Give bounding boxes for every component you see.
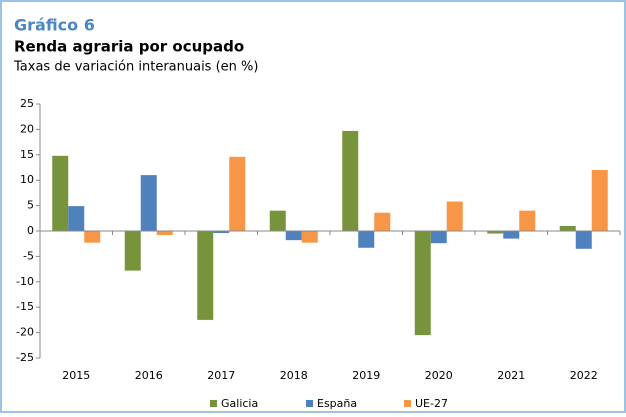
bar [446, 201, 463, 231]
bar [430, 231, 447, 244]
bar [213, 231, 230, 234]
bar [374, 212, 391, 231]
bar [575, 231, 592, 249]
bar [68, 206, 85, 231]
y-tick-label: -5 [23, 249, 34, 262]
bar [140, 175, 157, 231]
bar [84, 231, 101, 243]
legend-label: UE-27 [415, 397, 448, 410]
x-tick-label: 2021 [497, 369, 525, 382]
chart-subtitle: Taxas de variación interanuais (en %) [13, 60, 258, 75]
bar [197, 231, 214, 320]
bar [342, 130, 359, 231]
bar [269, 210, 286, 231]
chart-label: Gráfico 6 [14, 16, 95, 35]
legend-swatch [404, 400, 411, 407]
y-tick-label: -25 [16, 351, 34, 364]
bar [52, 155, 69, 231]
y-tick-label: 10 [20, 173, 34, 186]
y-tick-label: 25 [20, 97, 34, 110]
y-tick-label: 0 [27, 224, 34, 237]
bar [503, 231, 520, 239]
y-tick-label: 15 [20, 148, 34, 161]
bar [358, 231, 375, 248]
x-tick-label: 2018 [280, 369, 308, 382]
legend-label: España [317, 397, 357, 410]
bar [414, 231, 431, 336]
chart-title: Renda agraria por ocupado [14, 38, 244, 56]
x-tick-label: 2019 [352, 369, 380, 382]
bar [229, 156, 246, 231]
x-tick-label: 2016 [135, 369, 163, 382]
y-tick-label: -15 [16, 300, 34, 313]
bar [591, 170, 608, 231]
legend-swatch [210, 400, 217, 407]
legend-swatch [306, 400, 313, 407]
bar [285, 231, 302, 241]
legend-label: Galicia [221, 397, 258, 410]
bar [156, 231, 173, 236]
bar [559, 225, 576, 231]
bar [301, 231, 318, 243]
x-tick-label: 2020 [425, 369, 453, 382]
bar [487, 231, 504, 234]
bar [124, 231, 141, 271]
y-tick-label: -20 [16, 326, 34, 339]
x-tick-label: 2017 [207, 369, 235, 382]
y-tick-label: 20 [20, 122, 34, 135]
x-tick-label: 2015 [62, 369, 90, 382]
y-tick-label: -10 [16, 275, 34, 288]
x-tick-label: 2022 [570, 369, 598, 382]
y-tick-label: 5 [27, 199, 34, 212]
bar [519, 210, 536, 231]
